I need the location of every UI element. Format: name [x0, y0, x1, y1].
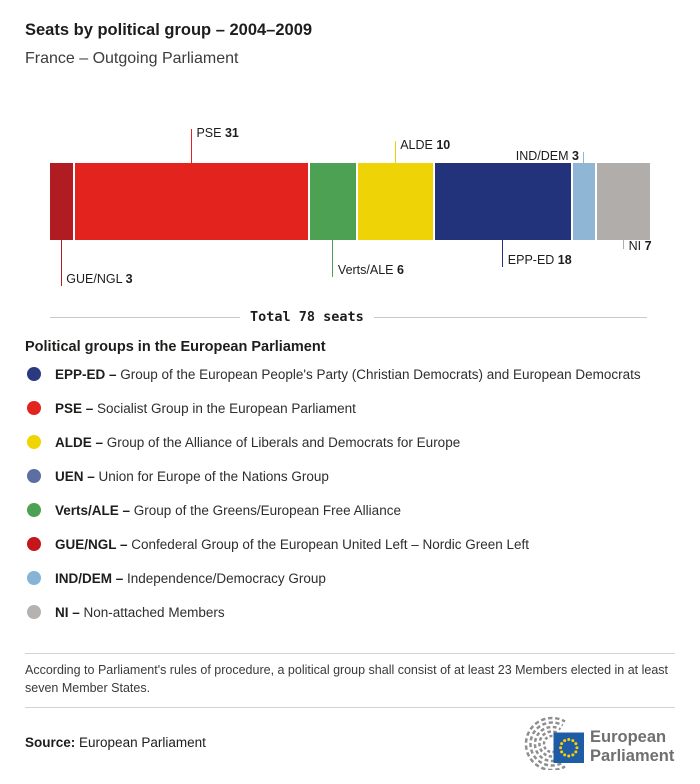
legend-item-label: GUE/NGL – Confederal Group of the Europe… [55, 536, 530, 552]
source-value: European Parliament [79, 735, 206, 751]
divider-line-right [373, 316, 647, 318]
legend-item-label: ALDE – Group of the Alliance of Liberals… [55, 434, 461, 450]
legend-heading: Political groups in the European Parliam… [25, 339, 326, 355]
footnote-block: According to Parliament's rules of proce… [25, 653, 675, 709]
logo-text-line1: European [590, 728, 666, 746]
seats-bar-chart: GUE/NGL 3 PSE 31 Verts/ALE 6 ALDE 10 EPP-ED … [25, 68, 675, 300]
footnote-text: According to Parliament's rules of proce… [25, 663, 668, 696]
eu-flag-icon [553, 732, 584, 764]
legend-item-label: PSE – Socialist Group in the European Pa… [55, 400, 356, 416]
callout-label-PSE: PSE 31 [196, 126, 239, 140]
group-color-dot [27, 605, 41, 619]
group-color-dot [27, 503, 41, 517]
bar-segment-IND/DEM [572, 163, 596, 240]
legend-item-UEN: UEN – Union for Europe of the Nations Gr… [25, 459, 675, 493]
bar-segment-ALDE [357, 163, 433, 240]
group-color-dot [27, 435, 41, 449]
group-color-dot [27, 367, 41, 381]
legend-item-label: UEN – Union for Europe of the Nations Gr… [55, 468, 329, 484]
footer: Source: European Parliament European Par… [25, 715, 675, 771]
group-color-dot [27, 571, 41, 585]
divider-line-left [50, 316, 240, 318]
stacked-bar [50, 163, 650, 240]
legend-item-EPP-ED: EPP-ED – Group of the European People's … [25, 357, 675, 391]
callout-line-ALDE [394, 141, 396, 163]
callout-label-GUE/NGL: GUE/NGL 3 [66, 272, 133, 286]
callout-label-NI: NI 7 [628, 239, 652, 253]
hemicycle-icon [524, 717, 566, 771]
source-line: Source: European Parliament [25, 735, 206, 750]
callout-line-PSE [190, 129, 192, 163]
callout-line-GUE/NGL [60, 240, 62, 286]
source-label: Source: [25, 735, 76, 751]
total-seats-label: Total 78 seats [250, 309, 364, 325]
bar-segment-PSE [74, 163, 309, 240]
bar-segment-GUE/NGL [50, 163, 73, 240]
group-color-dot [27, 469, 41, 483]
callout-label-ALDE: ALDE 10 [400, 138, 451, 152]
callout-line-IND/DEM [583, 152, 585, 163]
logo-text-line2: Parliament [590, 747, 675, 765]
legend-item-NI: NI – Non-attached Members [25, 595, 675, 629]
legend-item-label: EPP-ED – Group of the European People's … [55, 366, 641, 382]
bar-segment-Verts/ALE [310, 163, 356, 240]
callout-line-EPP-ED [502, 240, 504, 267]
callout-line-NI [623, 240, 625, 249]
callout-label-Verts/ALE: Verts/ALE 6 [337, 263, 404, 277]
bar-segment-NI [597, 163, 650, 240]
legend-list: EPP-ED – Group of the European People's … [25, 357, 675, 629]
legend-item-PSE: PSE – Socialist Group in the European Pa… [25, 391, 675, 425]
legend-item-label: IND/DEM – Independence/Democracy Group [55, 570, 326, 586]
legend-item-ALDE: ALDE – Group of the Alliance of Liberals… [25, 425, 675, 459]
group-color-dot [27, 401, 41, 415]
callout-label-IND/DEM: IND/DEM 3 [515, 149, 579, 163]
page-subtitle: France – Outgoing Parliament [25, 50, 239, 67]
callout-line-Verts/ALE [332, 240, 334, 277]
european-parliament-logo: European Parliament [524, 717, 675, 771]
group-color-dot [27, 537, 41, 551]
legend-item-label: Verts/ALE – Group of the Greens/European… [55, 502, 401, 518]
bar-segment-EPP-ED [434, 163, 571, 240]
page-title: Seats by political group – 2004–2009 [25, 21, 313, 39]
legend-section: Political groups in the European Parliam… [25, 339, 675, 629]
callout-label-EPP-ED: EPP-ED 18 [507, 253, 572, 267]
legend-item-label: NI – Non-attached Members [55, 604, 225, 620]
legend-item-IND/DEM: IND/DEM – Independence/Democracy Group [25, 561, 675, 595]
legend-item-GUE/NGL: GUE/NGL – Confederal Group of the Europe… [25, 527, 675, 561]
total-seats-divider: Total 78 seats [50, 309, 647, 325]
legend-item-Verts/ALE: Verts/ALE – Group of the Greens/European… [25, 493, 675, 527]
